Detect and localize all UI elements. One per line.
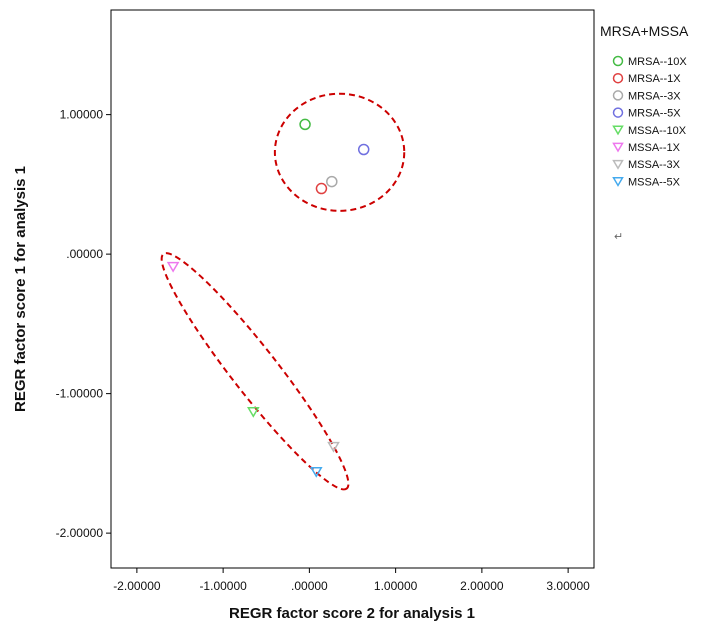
y-tick-label: 1.00000 bbox=[60, 108, 104, 122]
y-axis-title: REGR factor score 1 for analysis 1 bbox=[12, 166, 29, 412]
legend-label: MRSA--10X bbox=[628, 56, 687, 68]
y-tick-label: .00000 bbox=[66, 247, 103, 261]
data-point bbox=[166, 261, 180, 273]
x-axis-title: REGR factor score 2 for analysis 1 bbox=[229, 605, 475, 622]
legend-marker bbox=[612, 125, 624, 136]
x-tick-label: 1.00000 bbox=[374, 579, 418, 593]
legend-label: MSSA--3X bbox=[628, 159, 681, 171]
y-tick-label: -2.00000 bbox=[56, 526, 104, 540]
data-point bbox=[315, 182, 328, 195]
legend-label: MSSA--1X bbox=[628, 142, 681, 154]
x-tick-label: .00000 bbox=[291, 579, 328, 593]
y-tick-label: -1.00000 bbox=[56, 387, 104, 401]
legend-marker bbox=[612, 159, 624, 170]
data-point bbox=[247, 407, 260, 418]
x-tick-label: -2.00000 bbox=[113, 579, 161, 593]
legend-label: MSSA--5X bbox=[628, 176, 681, 188]
x-tick-label: -1.00000 bbox=[199, 579, 247, 593]
legend-marker bbox=[612, 72, 624, 84]
legend-marker bbox=[612, 177, 624, 187]
legend-label: MRSA--3X bbox=[628, 90, 681, 102]
data-point bbox=[299, 118, 311, 131]
legend-marker bbox=[612, 90, 624, 101]
legend-extra-text: ↵ bbox=[614, 231, 623, 243]
cluster-ellipses bbox=[160, 92, 406, 491]
cluster-ellipse-1 bbox=[273, 92, 406, 212]
plot-area bbox=[110, 9, 595, 569]
data-point bbox=[357, 143, 370, 156]
data-point bbox=[327, 441, 340, 453]
data-point bbox=[326, 175, 338, 188]
legend: MRSA+MSSA MRSA--10X MRSA--1X MRSA--3X MRSA-… bbox=[600, 23, 689, 188]
data-point bbox=[309, 466, 323, 478]
x-tick-label: 2.00000 bbox=[460, 579, 504, 593]
legend-title: MRSA+MSSA bbox=[600, 23, 689, 39]
data-points bbox=[166, 118, 370, 478]
legend-label: MSSA--10X bbox=[628, 125, 687, 137]
legend-marker bbox=[612, 142, 624, 153]
legend-marker bbox=[612, 55, 624, 67]
cluster-ellipse-2 bbox=[160, 252, 350, 491]
legend-label: MRSA--5X bbox=[628, 108, 681, 120]
y-axis: 1.00000 .00000 -1.00000 -2.00000 bbox=[56, 108, 111, 540]
x-axis: -2.00000 -1.00000 .00000 1.00000 2.00000 3.00… bbox=[113, 568, 590, 593]
legend-marker bbox=[612, 107, 624, 118]
legend-label: MRSA--1X bbox=[628, 73, 681, 85]
x-tick-label: 3.00000 bbox=[546, 579, 590, 593]
